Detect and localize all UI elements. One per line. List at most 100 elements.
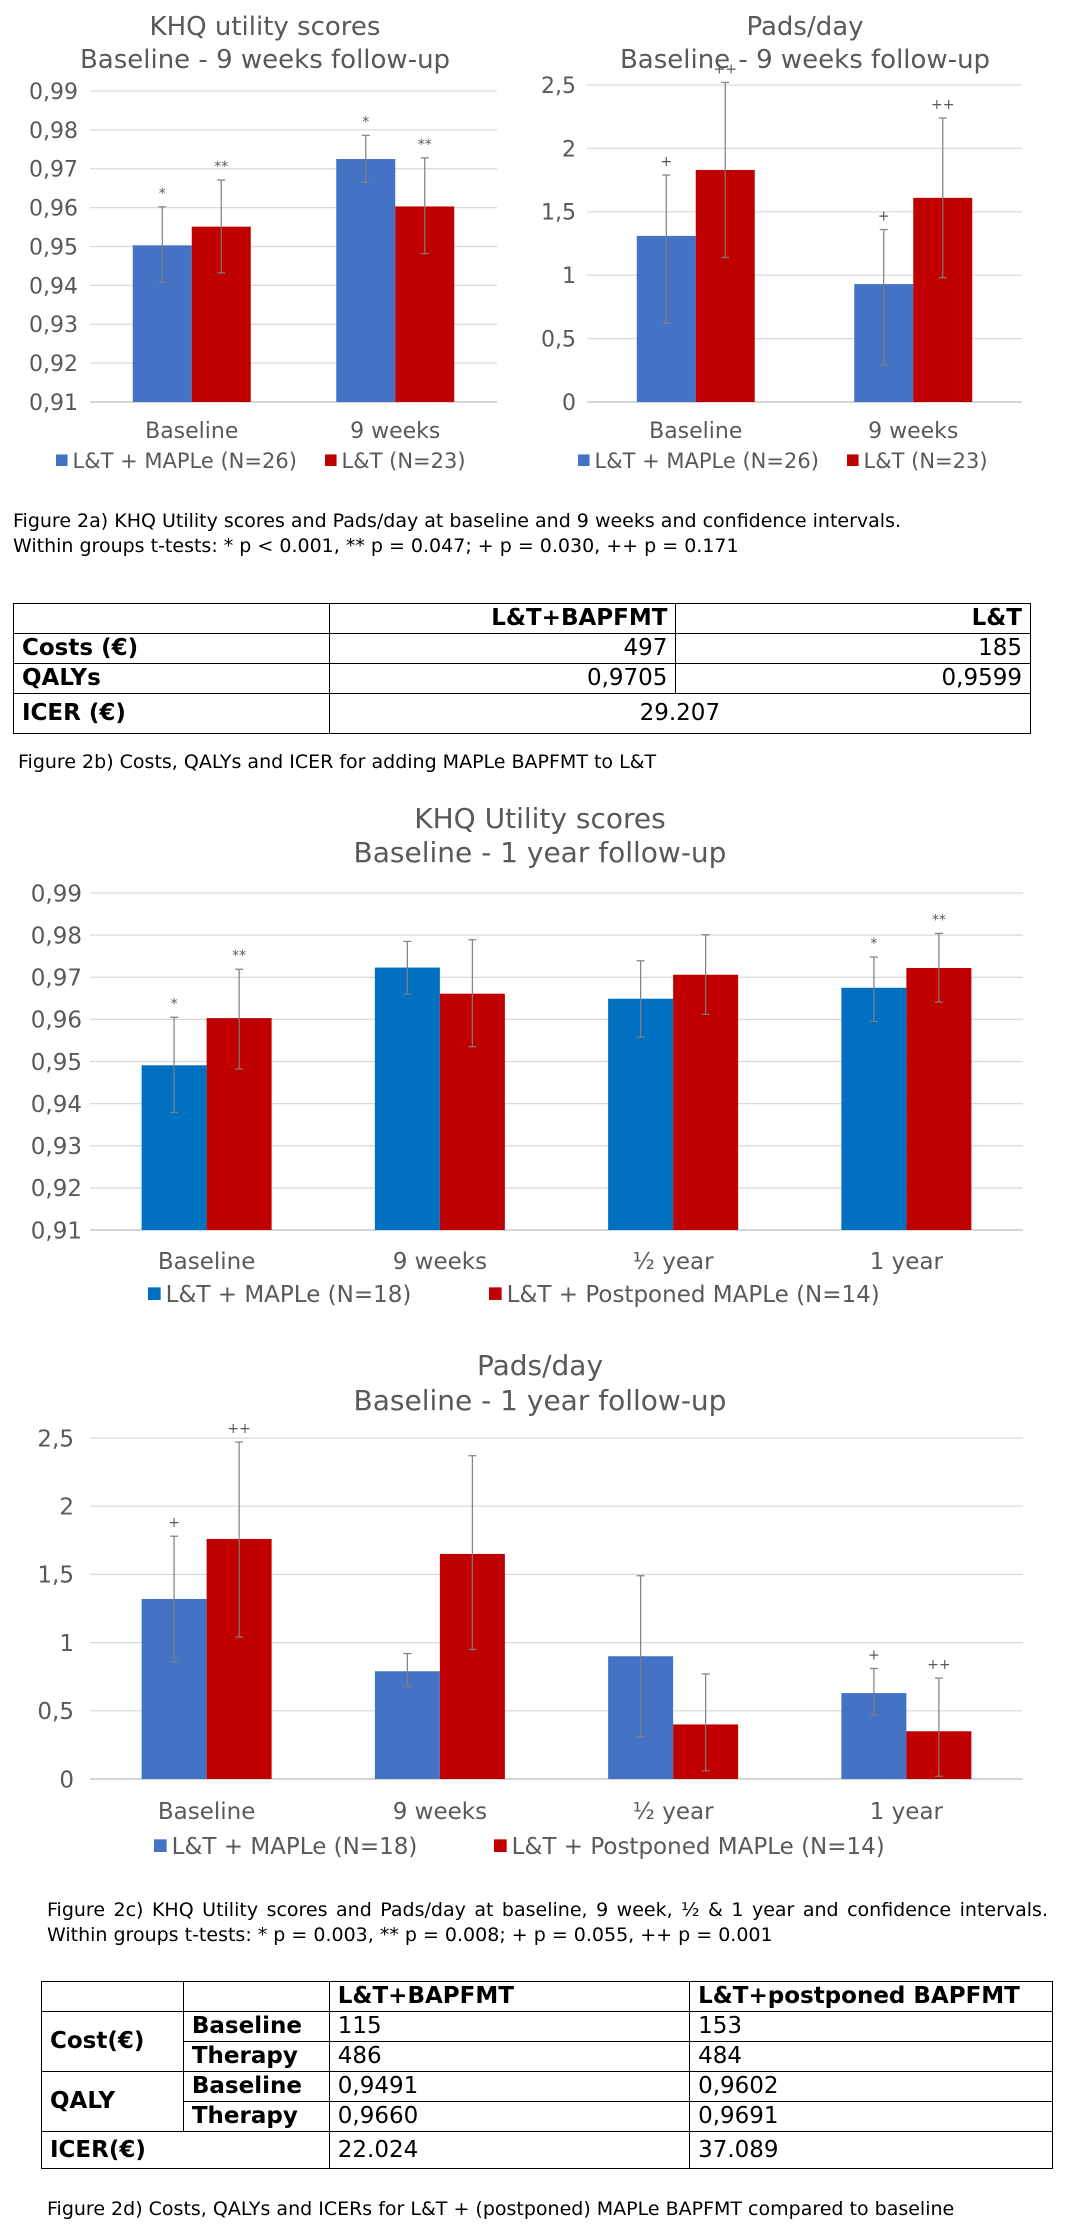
table-row: ICER (€) 29.207 <box>13 693 1032 734</box>
bar <box>906 967 972 1230</box>
significance-marker: * <box>159 186 166 202</box>
significance-marker: ++ <box>227 1421 250 1437</box>
cell-value: 0,9691 <box>689 2101 1053 2132</box>
legend-label: L&T + MAPLe (N=26) <box>595 449 819 473</box>
cell-value: 0,9491 <box>328 2071 691 2102</box>
y-tick-label: 2 <box>562 137 576 162</box>
significance-marker: * <box>171 996 178 1012</box>
chart-subtitle: Baseline - 1 year follow-up <box>354 836 727 869</box>
bar <box>841 987 907 1230</box>
y-tick-label: 0,96 <box>31 1008 82 1034</box>
y-tick-label: 1,5 <box>541 201 576 226</box>
y-tick-label: 0,5 <box>541 328 576 353</box>
x-tick-label: Baseline <box>649 419 742 444</box>
cell-icer-b: 37.089 <box>689 2131 1053 2169</box>
legend-swatch <box>56 454 68 466</box>
sub-label: Baseline <box>182 2011 330 2042</box>
y-tick-label: 0,96 <box>29 197 78 222</box>
cell-value: 0,9602 <box>689 2071 1053 2102</box>
legend-swatch <box>154 1839 167 1852</box>
significance-marker: ++ <box>931 97 954 113</box>
x-tick-label: 1 year <box>870 1799 944 1825</box>
caption-fig2d: Figure 2d) Costs, QALYs and ICERs for L&… <box>47 2198 955 2220</box>
bar <box>374 967 440 1230</box>
chart-title: KHQ utility scores <box>150 12 381 42</box>
significance-marker: ** <box>418 137 432 153</box>
chart-title: KHQ Utility scores <box>414 802 665 835</box>
table-2b-corner <box>13 603 330 634</box>
caption-fig2a-line1: Figure 2a) KHQ Utility scores and Pads/d… <box>13 510 902 532</box>
y-tick-label: 2,5 <box>37 1426 74 1452</box>
sub-label: Therapy <box>182 2041 330 2072</box>
y-tick-label: 0,91 <box>31 1218 82 1244</box>
x-tick-label: 1 year <box>870 1249 944 1275</box>
y-tick-label: 0,91 <box>29 391 78 416</box>
legend-label: L&T (N=23) <box>342 449 466 473</box>
x-tick-label: Baseline <box>158 1799 256 1825</box>
legend-swatch <box>489 1287 502 1300</box>
significance-marker: ** <box>214 159 228 175</box>
y-tick-label: 0,95 <box>31 1050 82 1076</box>
legend-swatch <box>847 454 859 466</box>
y-tick-label: 0,99 <box>31 881 82 907</box>
caption-fig2b: Figure 2b) Costs, QALYs and ICER for add… <box>18 751 657 773</box>
y-tick-label: 0 <box>59 1767 74 1793</box>
x-tick-label: 9 weeks <box>868 419 958 444</box>
table-2d: L&T+BAPFMT L&T+postponed BAPFMT Cost(€) … <box>41 1981 1053 2169</box>
legend-swatch <box>578 454 590 466</box>
cell-icer-value: 29.207 <box>328 693 1032 734</box>
legend-swatch <box>494 1839 507 1852</box>
y-tick-label: 0,97 <box>29 158 78 183</box>
bar <box>336 159 396 402</box>
sub-label: Therapy <box>182 2101 330 2132</box>
table-2b-header-a: L&T+BAPFMT <box>328 603 677 634</box>
significance-marker: ++ <box>927 1657 950 1673</box>
significance-marker: + <box>868 1648 880 1664</box>
row-label-icer: ICER(€) <box>41 2131 330 2169</box>
table-2b: L&T+BAPFMT L&T Costs (€) 497 185 QALYs 0… <box>13 603 1032 734</box>
significance-marker: ** <box>232 948 246 964</box>
x-tick-label: ½ year <box>633 1799 714 1825</box>
cell-costs-a: 497 <box>328 633 677 664</box>
cell-costs-b: 185 <box>675 633 1031 664</box>
table-row: Costs (€) 497 185 <box>13 633 1031 664</box>
legend-label: L&T + MAPLe (N=18) <box>166 1282 412 1308</box>
table-2d-header-b: L&T+postponed BAPFMT <box>689 1981 1053 2012</box>
legend-label: L&T + MAPLe (N=18) <box>172 1834 418 1860</box>
cell-value: 486 <box>328 2041 691 2072</box>
cell-value: 0,9660 <box>328 2101 691 2132</box>
caption-fig2a-line2: Within groups t-tests: * p < 0.001, ** p… <box>13 535 739 557</box>
y-tick-label: 1,5 <box>37 1563 74 1589</box>
y-tick-label: 1 <box>59 1631 74 1657</box>
significance-marker: * <box>870 936 877 952</box>
y-tick-label: 0,97 <box>31 966 82 992</box>
table-2b-header-b: L&T <box>675 603 1031 634</box>
caption-fig2c: Figure 2c) KHQ Utility scores and Pads/d… <box>47 1899 1048 1946</box>
table-2b-header-row: L&T+BAPFMT L&T <box>13 603 1031 634</box>
y-tick-label: 0,92 <box>31 1176 82 1202</box>
table-row: Therapy 0,9660 0,9691 <box>42 2101 1053 2132</box>
cell-value: 115 <box>328 2011 691 2042</box>
significance-marker: * <box>362 114 369 130</box>
cell-value: 153 <box>689 2011 1053 2042</box>
y-tick-label: 0,95 <box>29 235 78 260</box>
table-2d-header-a: L&T+BAPFMT <box>328 1981 691 2012</box>
row-label-icer: ICER (€) <box>13 693 330 734</box>
x-tick-label: 9 weeks <box>350 419 440 444</box>
y-tick-label: 0,99 <box>29 80 78 105</box>
sub-label: Baseline <box>182 2071 330 2102</box>
group-label-qaly: QALY <box>41 2071 184 2132</box>
group-label-cost: Cost(€) <box>41 2011 184 2072</box>
y-tick-label: 1 <box>562 264 576 289</box>
bar <box>673 974 739 1230</box>
bar <box>374 1671 440 1779</box>
table-row: QALY Baseline 0,9491 0,9602 <box>41 2071 1053 2132</box>
cell-qalys-b: 0,9599 <box>675 663 1031 694</box>
chart-title: Pads/day <box>746 12 863 42</box>
table-row: QALYs 0,9705 0,9599 <box>13 663 1031 694</box>
significance-marker: + <box>660 154 672 170</box>
legend-label: L&T + Postponed MAPLe (N=14) <box>512 1834 885 1860</box>
